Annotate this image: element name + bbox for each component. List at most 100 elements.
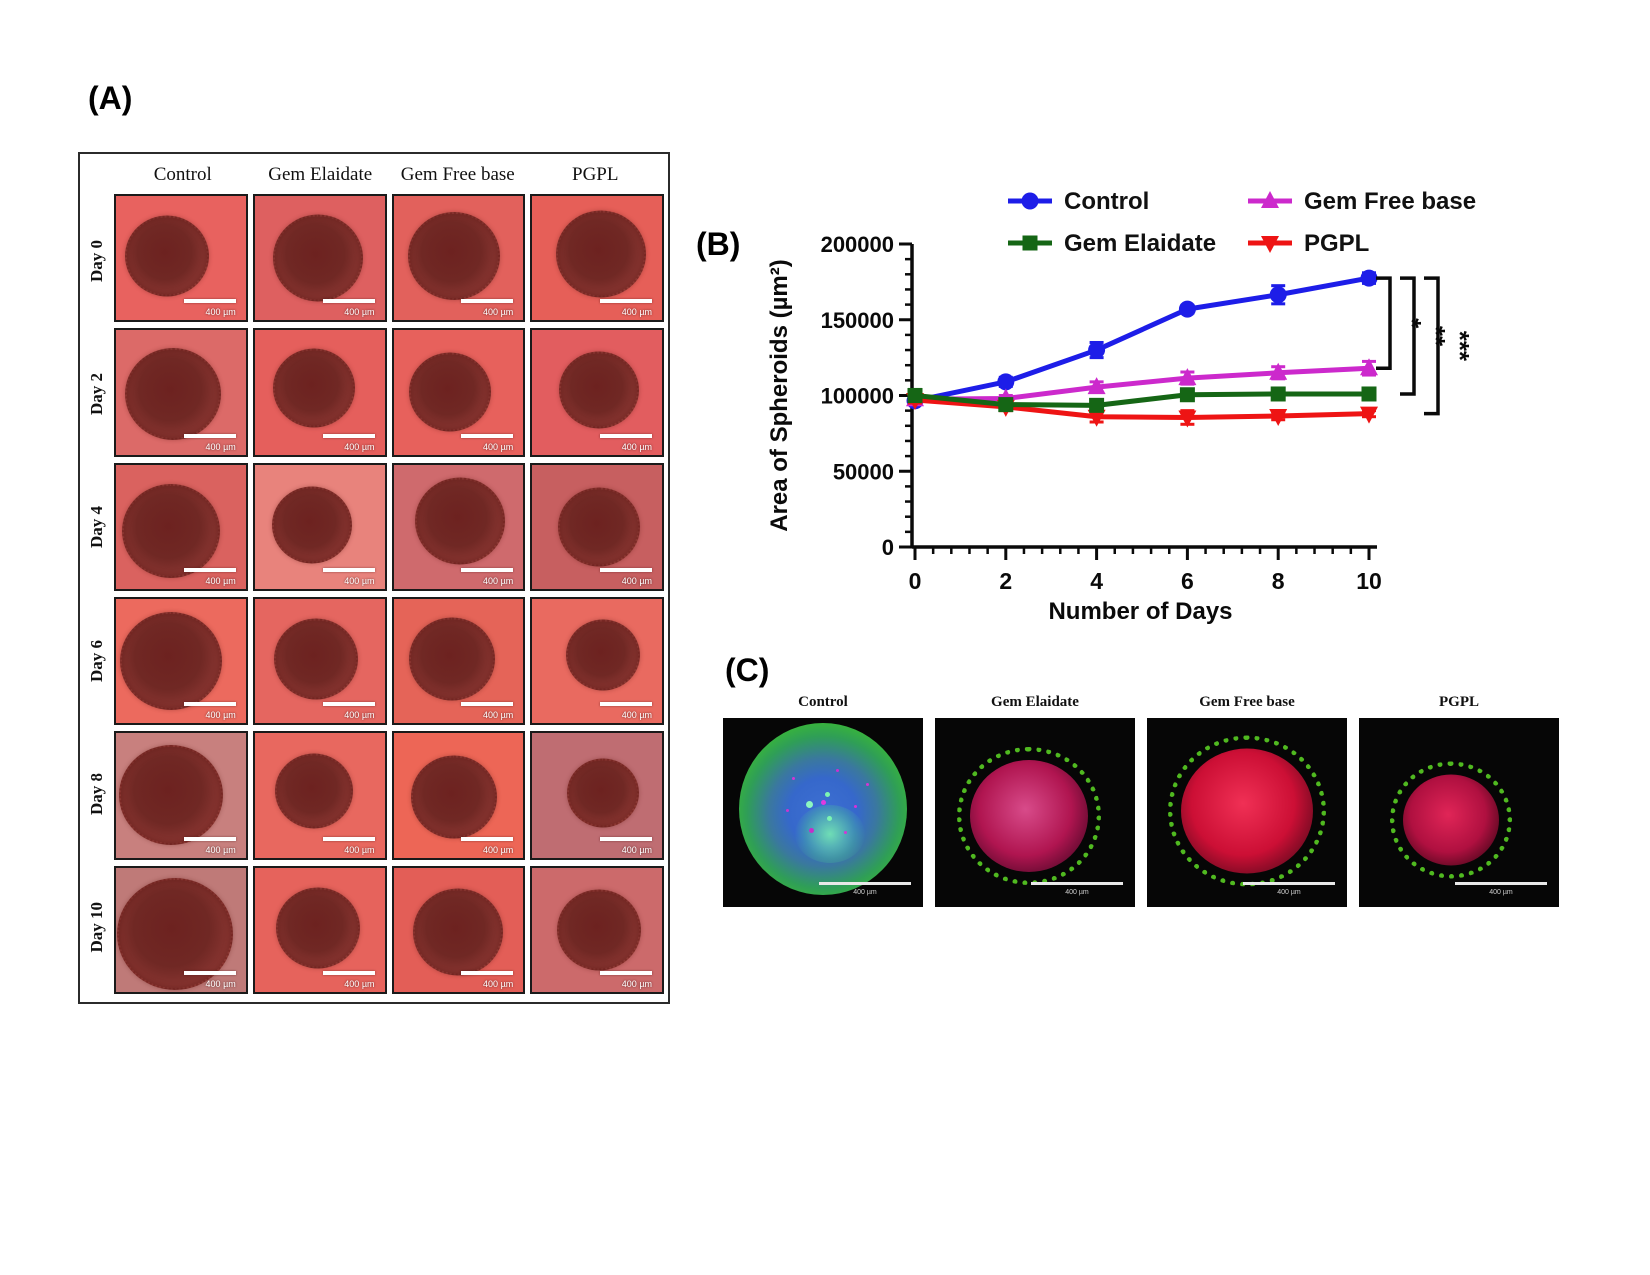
spheroid xyxy=(272,348,355,428)
spheroid xyxy=(557,889,642,971)
day-row-label-3: Day 6 xyxy=(80,594,114,727)
scale-bar-label: 400 µm xyxy=(344,710,375,721)
scale-bar-label: 400 µm xyxy=(483,441,514,452)
spheroid xyxy=(413,888,504,976)
fluorescence-spheroid xyxy=(970,760,1088,873)
fluorescence-label-3: PGPL xyxy=(1439,694,1479,710)
microscopy-cell-5-0: 400 µm xyxy=(114,865,248,994)
microscopy-cell-4-3: 400 µm xyxy=(530,731,664,860)
fluorescence-spheroid xyxy=(1181,748,1313,874)
spheroid xyxy=(408,212,501,301)
fluorescence-speckles xyxy=(821,800,826,805)
microscopy-cell-3-0: 400 µm xyxy=(114,596,248,726)
microscopy-cell-5-2: 400 µm xyxy=(391,865,526,994)
bracket-path xyxy=(1424,276,1440,416)
microscopy-cell-2-0: 400 µm xyxy=(114,462,248,591)
fluorescence-label-2: Gem Free base xyxy=(1199,694,1295,710)
day-row-label-5: Day 10 xyxy=(80,861,114,994)
scale-bar xyxy=(600,567,652,572)
microscopy-cell-4-1: 400 µm xyxy=(252,731,387,860)
significance-bracket-2: ** xyxy=(1400,276,1451,396)
microscopy-cell-1-3: 400 µm xyxy=(530,328,664,457)
legend-entry-pgpl: PGPL xyxy=(1248,230,1369,257)
scale-bar xyxy=(461,567,514,572)
scale-bar-label: 400 µm xyxy=(344,844,375,855)
microscopy-cell-1-2: 400 µm xyxy=(391,328,526,457)
x-tick-label: 2 xyxy=(999,568,1012,594)
spheroid-core-patch xyxy=(795,804,865,863)
data-point-marker xyxy=(1269,408,1288,426)
scale-bar xyxy=(322,299,375,304)
scale-bar xyxy=(461,299,514,304)
scale-bar-label: 400 µm xyxy=(621,710,652,721)
x-tick-label: 10 xyxy=(1356,568,1382,594)
column-header-3: PGPL xyxy=(572,164,619,185)
spheroid xyxy=(558,487,641,567)
significance-label: * xyxy=(1397,318,1427,329)
microscopy-cell-4-0: 400 µm xyxy=(114,731,248,860)
bracket-path xyxy=(1400,276,1416,396)
scale-bar xyxy=(183,970,236,975)
scale-bar xyxy=(461,433,514,438)
data-point-marker xyxy=(1360,358,1378,376)
data-point-marker xyxy=(1361,386,1377,402)
panel-a-label: (A) xyxy=(88,80,133,116)
scale-bar xyxy=(461,836,514,841)
column-header-0: Control xyxy=(153,164,212,185)
spheroid xyxy=(275,887,360,969)
significance-label: ** xyxy=(1421,326,1451,347)
microscopy-cell-5-1: 400 µm xyxy=(252,865,387,994)
fluorescence-image-2: 400 µm xyxy=(1147,718,1347,907)
x-tick-label: 8 xyxy=(1272,568,1285,594)
significance-bracket-1: * xyxy=(1376,276,1427,370)
microscopy-cell-4-2: 400 µm xyxy=(391,731,526,860)
day-row-labels: Day 0 Day 2 Day 4 Day 6 Day 8 Day 10 xyxy=(80,194,114,994)
fluorescence-label-1: Gem Elaidate xyxy=(991,694,1079,710)
bracket-path xyxy=(1376,276,1392,370)
spheroid xyxy=(411,755,498,839)
data-point-marker xyxy=(907,388,923,403)
spheroid xyxy=(566,619,641,691)
series-gem-elaidate xyxy=(907,386,1377,413)
fluorescence-image-0: 400 µm xyxy=(723,718,923,907)
microscopy-cell-1-1: 400 µm xyxy=(252,328,387,457)
data-point-marker xyxy=(1261,236,1279,253)
scale-bar xyxy=(600,299,652,304)
data-point-marker xyxy=(1261,191,1279,208)
day-row-label-text: Day 10 xyxy=(87,902,106,953)
y-tick-label: 0 xyxy=(882,535,894,560)
scale-bar xyxy=(322,567,375,572)
scale-bar-label: 400 µm xyxy=(205,441,236,452)
spheroid xyxy=(124,348,221,441)
series-line xyxy=(912,275,1372,404)
spheroid-green-ring xyxy=(1390,761,1512,879)
x-tick-label: 6 xyxy=(1181,568,1194,594)
x-axis-title: Number of Days xyxy=(1048,598,1232,625)
data-point-marker xyxy=(1088,341,1106,359)
data-point-marker xyxy=(1022,235,1038,251)
spheroid xyxy=(271,486,352,564)
scale-bar xyxy=(461,702,514,707)
data-point-marker xyxy=(1269,286,1287,304)
fluorescence-image-1: 400 µm xyxy=(935,718,1135,907)
significance-label: *** xyxy=(1445,331,1475,362)
scale-bar-label: 400 µm xyxy=(483,575,514,586)
y-axis-title: Area of Spheroids (µm²) xyxy=(766,259,793,532)
scale-bar-label: 400 µm xyxy=(205,710,236,721)
day-row-label-4: Day 8 xyxy=(80,727,114,860)
microscopy-cell-0-2: 400 µm xyxy=(391,194,526,323)
microscopy-cell-2-2: 400 µm xyxy=(391,462,526,591)
y-tick-label: 150000 xyxy=(821,308,894,333)
scale-bar-label: 400 µm xyxy=(621,575,652,586)
scale-bar xyxy=(1455,882,1547,885)
data-point-marker xyxy=(1089,397,1105,413)
microscopy-cell-0-1: 400 µm xyxy=(252,194,387,323)
day-row-label-1: Day 2 xyxy=(80,327,114,460)
microscopy-cell-1-0: 400 µm xyxy=(114,328,248,457)
spheroid xyxy=(118,745,223,846)
spheroid xyxy=(273,618,358,700)
legend-entry-gem-elaidate: Gem Elaidate xyxy=(1008,230,1216,257)
spheroid xyxy=(274,753,353,829)
significance-bracket-3: *** xyxy=(1424,276,1475,416)
